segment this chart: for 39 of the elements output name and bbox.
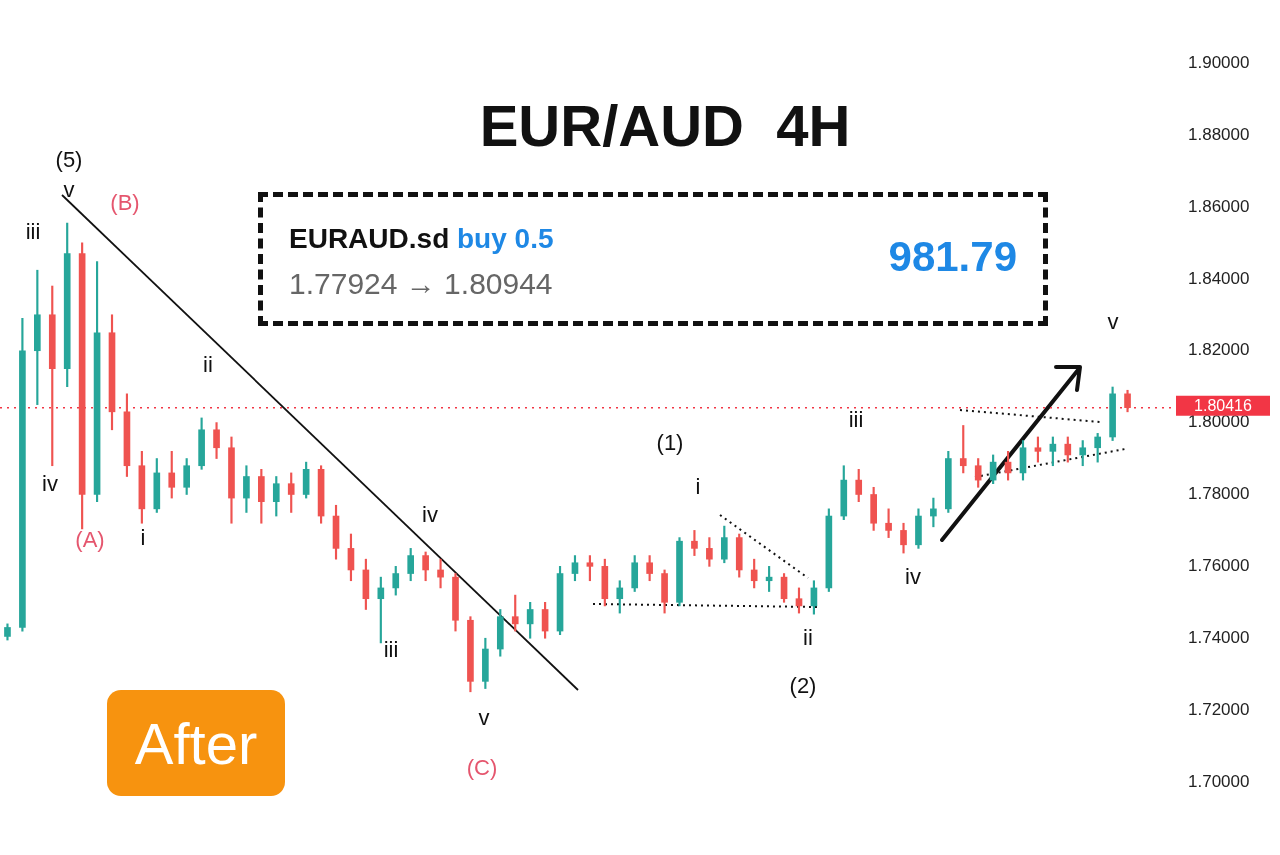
annotation: iv: [422, 502, 438, 527]
annotation: 981.79: [888, 233, 1017, 281]
annotation: (C): [466, 755, 498, 780]
annotation: v: [63, 177, 75, 202]
y-tick-label: 1.90000: [1188, 52, 1250, 72]
annotation: iv: [905, 564, 921, 589]
annotation: (5): [55, 147, 83, 172]
annotation: v: [1107, 309, 1119, 334]
annotation: After: [107, 690, 285, 796]
annotation: (A): [75, 527, 105, 552]
y-tick-label: 1.72000: [1188, 699, 1250, 719]
candlestick: [437, 558, 444, 589]
annotation: iii: [383, 637, 399, 662]
annotation: ii: [803, 625, 813, 650]
y-tick-label: 1.84000: [1188, 268, 1250, 288]
ref-line-label: 1.80416: [1194, 397, 1253, 415]
annotation: ii: [203, 352, 213, 377]
annotation: EURAUD.sd: [289, 223, 450, 254]
y-tick-label: 1.76000: [1188, 556, 1250, 576]
annotation: buy 0.5: [457, 223, 554, 254]
y-tick-label: 1.74000: [1188, 627, 1250, 647]
annotation: iii: [25, 219, 41, 244]
y-tick-label: 1.86000: [1188, 196, 1250, 216]
y-tick-label: 1.78000: [1188, 484, 1250, 504]
annotation: i: [695, 474, 701, 499]
y-tick-label: 1.80000: [1188, 412, 1250, 432]
annotation: (B): [110, 190, 140, 215]
y-tick-label: 1.82000: [1188, 340, 1250, 360]
annotation: iv: [42, 471, 58, 496]
annotation: 1.77924 → 1.80944: [289, 267, 553, 301]
y-tick-label: 1.70000: [1188, 771, 1250, 791]
annotation: v: [478, 705, 490, 730]
annotation: (2): [789, 673, 817, 698]
candlestick: [691, 530, 698, 556]
text: EUR/AUD 4H: [479, 93, 851, 158]
y-tick-label: 1.88000: [1188, 124, 1250, 144]
annotation: iii: [848, 407, 864, 432]
annotation: (1): [656, 430, 684, 455]
annotation: i: [140, 525, 146, 550]
